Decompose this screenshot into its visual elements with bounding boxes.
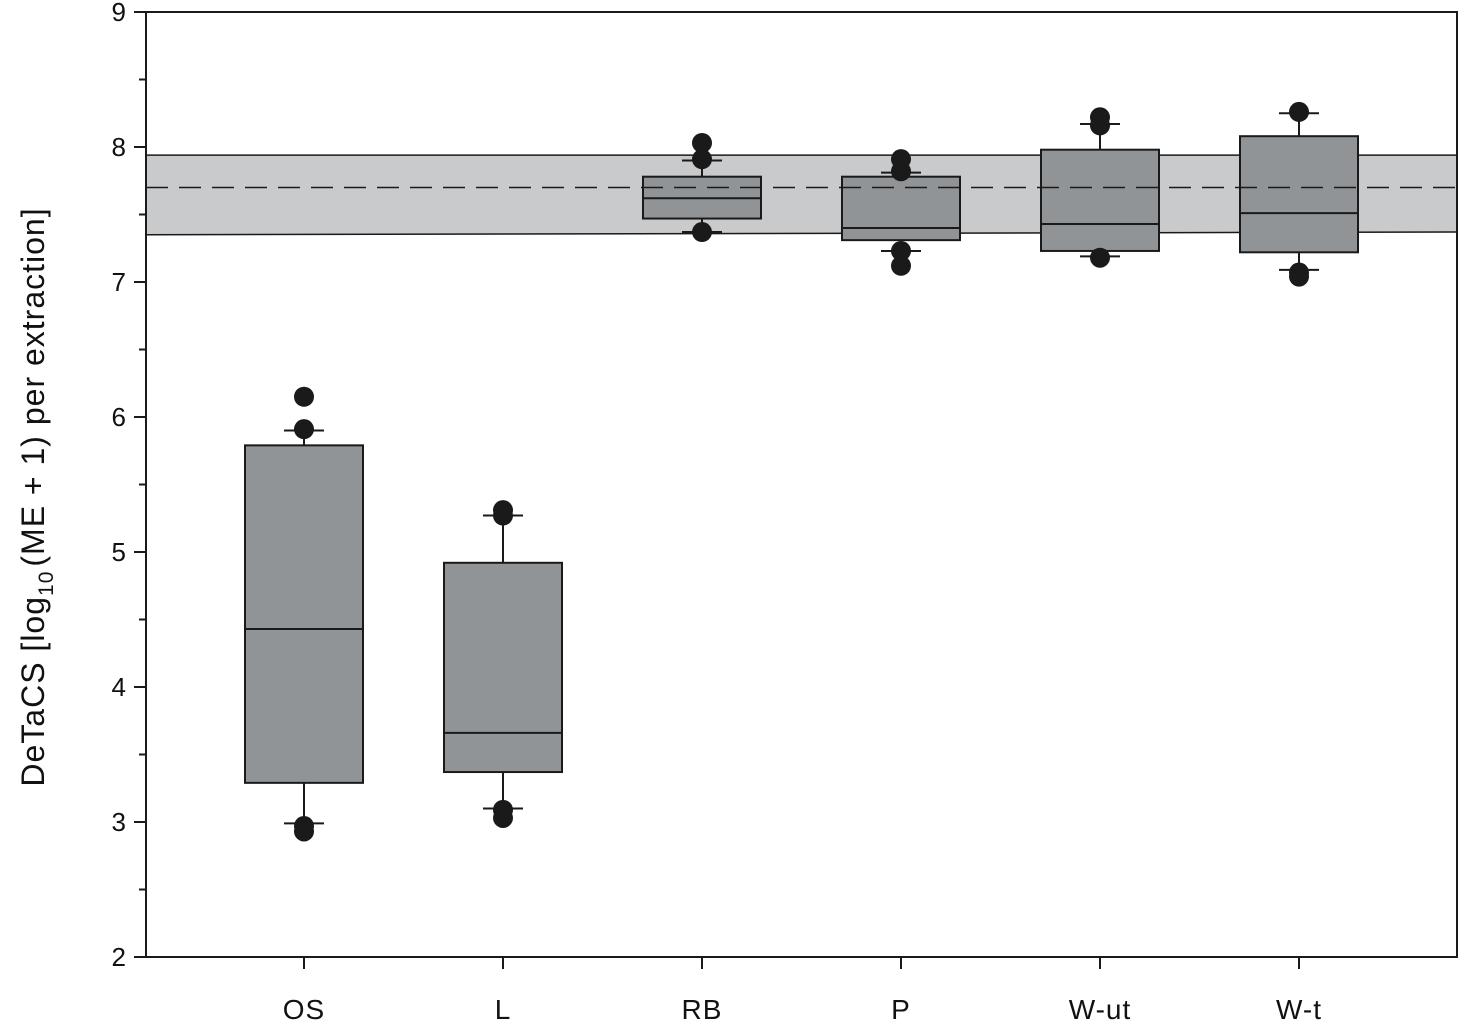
outlier-point	[493, 807, 513, 828]
y-tick-label: 9	[112, 0, 126, 27]
y-tick-label: 8	[112, 132, 126, 162]
y-axis-label: DeTaCS [log10 (ME + 1) per extraction]	[15, 207, 58, 786]
x-tick-label: RB	[682, 994, 723, 1022]
x-tick-label: L	[495, 994, 512, 1022]
box-iqr	[1239, 135, 1359, 254]
outlier-point	[891, 255, 911, 276]
x-tick-label: W-ut	[1069, 994, 1132, 1022]
y-tick-label: 7	[112, 267, 126, 297]
box-iqr	[244, 444, 364, 784]
outlier-point	[294, 419, 314, 440]
outlier-point	[294, 821, 314, 842]
box-iqr	[1040, 148, 1160, 252]
x-tick-label: OS	[283, 994, 325, 1022]
outlier-point	[493, 505, 513, 526]
y-axis-label-main: DeTaCS [log	[15, 596, 51, 787]
y-axis-label-rest: (ME + 1) per extraction]	[15, 207, 51, 566]
y-tick-label: 6	[112, 402, 126, 432]
outlier-point	[891, 161, 911, 182]
outlier-point	[692, 132, 712, 153]
outlier-point	[294, 386, 314, 407]
box-W-ut	[1040, 107, 1160, 268]
x-tick-label: W-t	[1276, 994, 1322, 1022]
box-iqr	[443, 561, 563, 774]
x-tick-label: P	[891, 994, 911, 1022]
outlier-point	[1090, 247, 1110, 268]
box-OS	[244, 386, 364, 842]
y-tick-label: 3	[112, 807, 126, 837]
box-RB	[642, 132, 762, 243]
reference-band-lower-line	[145, 231, 1458, 236]
box-plot-series	[146, 101, 1457, 842]
outlier-point	[692, 222, 712, 243]
y-tick-label: 4	[112, 672, 126, 702]
outlier-point	[1289, 101, 1309, 122]
outlier-point	[1090, 115, 1110, 136]
box-iqr	[841, 175, 961, 242]
y-axis-label-subscript: 10	[35, 571, 58, 596]
outlier-point	[891, 240, 911, 261]
y-tick-label: 2	[112, 942, 126, 972]
axes: 2 3 4 5 6 7 8 9 OS L RB P W-ut W-t	[112, 0, 1458, 1022]
box-L	[443, 500, 563, 828]
outlier-point	[692, 149, 712, 170]
y-tick-label: 5	[112, 537, 126, 567]
outlier-point	[1289, 266, 1309, 287]
box-W-t	[1239, 101, 1359, 287]
